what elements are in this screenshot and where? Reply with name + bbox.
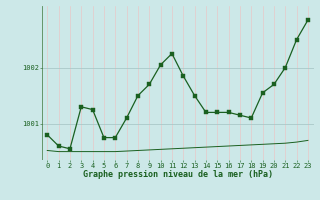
X-axis label: Graphe pression niveau de la mer (hPa): Graphe pression niveau de la mer (hPa) bbox=[83, 170, 273, 179]
